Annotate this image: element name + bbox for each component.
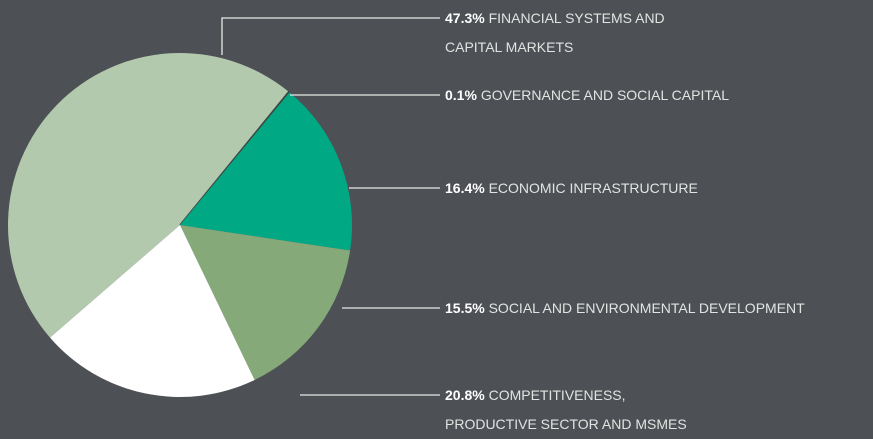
slice-value-label: 47.3% bbox=[445, 10, 485, 26]
slice-value-label: 0.1% bbox=[445, 87, 477, 103]
pie-slice bbox=[179, 90, 291, 226]
slice-label: 15.5% SOCIAL AND ENVIRONMENTAL DEVELOPME… bbox=[445, 294, 873, 323]
slice-label: 20.8% COMPETITIVENESS, PRODUCTIVE SECTOR… bbox=[445, 381, 720, 439]
page: {"chart_data": {"type": "pie", "categori… bbox=[8, 4, 873, 432]
slice-label: 0.1% GOVERNANCE AND SOCIAL CAPITAL bbox=[445, 81, 873, 110]
slice-value-label: 15.5% bbox=[445, 300, 485, 316]
pie-slice bbox=[50, 225, 255, 398]
pie-slice bbox=[180, 225, 351, 380]
slice-category-label: GOVERNANCE AND SOCIAL CAPITAL bbox=[480, 87, 729, 103]
slice-value-label: 20.8% bbox=[445, 387, 485, 403]
slice-category-label: SOCIAL AND ENVIRONMENTAL DEVELOPMENT bbox=[488, 300, 805, 316]
chart bbox=[8, 17, 440, 398]
slice-category-label: FINANCIAL SYSTEMS AND CAPITAL MARKETS bbox=[445, 10, 665, 55]
slice-label: 47.3% FINANCIAL SYSTEMS AND CAPITAL MARK… bbox=[445, 4, 720, 62]
slice-category-label: ECONOMIC INFRASTRUCTURE bbox=[488, 180, 698, 196]
leader-line bbox=[221, 17, 440, 55]
slice-label: 16.4% ECONOMIC INFRASTRUCTURE bbox=[445, 174, 873, 203]
pie-slice bbox=[180, 92, 352, 251]
slice-value-label: 16.4% bbox=[445, 180, 485, 196]
pie-slice bbox=[8, 53, 289, 338]
